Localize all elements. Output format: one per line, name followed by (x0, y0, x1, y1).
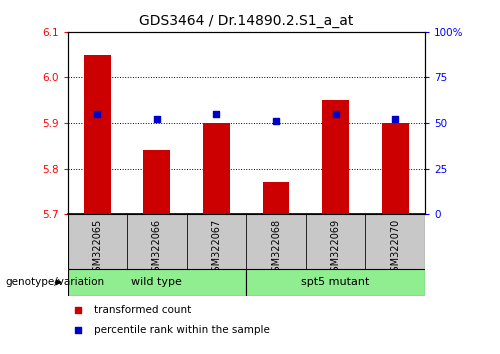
Point (391, 116, 399, 122)
Bar (382, 123, 408, 214)
Title: GDS3464 / Dr.14890.2.S1_a_at: GDS3464 / Dr.14890.2.S1_a_at (139, 14, 354, 28)
FancyBboxPatch shape (127, 214, 186, 269)
Bar (262, 182, 289, 214)
Text: spt5 mutant: spt5 mutant (302, 277, 370, 287)
Text: GSM322065: GSM322065 (92, 218, 102, 278)
Bar (84, 55, 110, 214)
Text: percentile rank within the sample: percentile rank within the sample (94, 325, 270, 335)
Text: wild type: wild type (132, 277, 182, 287)
Text: GSM322069: GSM322069 (330, 218, 340, 278)
Point (332, 111, 340, 117)
FancyBboxPatch shape (246, 214, 306, 269)
Point (272, 118, 280, 124)
Bar (322, 100, 349, 214)
Point (212, 111, 220, 117)
Bar (144, 150, 171, 214)
Text: GSM322067: GSM322067 (212, 218, 222, 278)
FancyBboxPatch shape (246, 269, 425, 296)
Text: GSM322070: GSM322070 (390, 218, 400, 278)
Point (94, 111, 102, 117)
FancyBboxPatch shape (68, 214, 127, 269)
Bar (203, 123, 230, 214)
Text: GSM322068: GSM322068 (271, 218, 281, 278)
Point (74, 307, 82, 313)
FancyBboxPatch shape (68, 269, 246, 296)
Point (153, 116, 161, 122)
FancyBboxPatch shape (186, 214, 246, 269)
Text: genotype/variation: genotype/variation (5, 277, 104, 287)
Point (74, 327, 82, 332)
Text: transformed count: transformed count (94, 305, 192, 315)
Text: GSM322066: GSM322066 (152, 218, 162, 278)
FancyBboxPatch shape (306, 214, 366, 269)
FancyBboxPatch shape (366, 214, 425, 269)
